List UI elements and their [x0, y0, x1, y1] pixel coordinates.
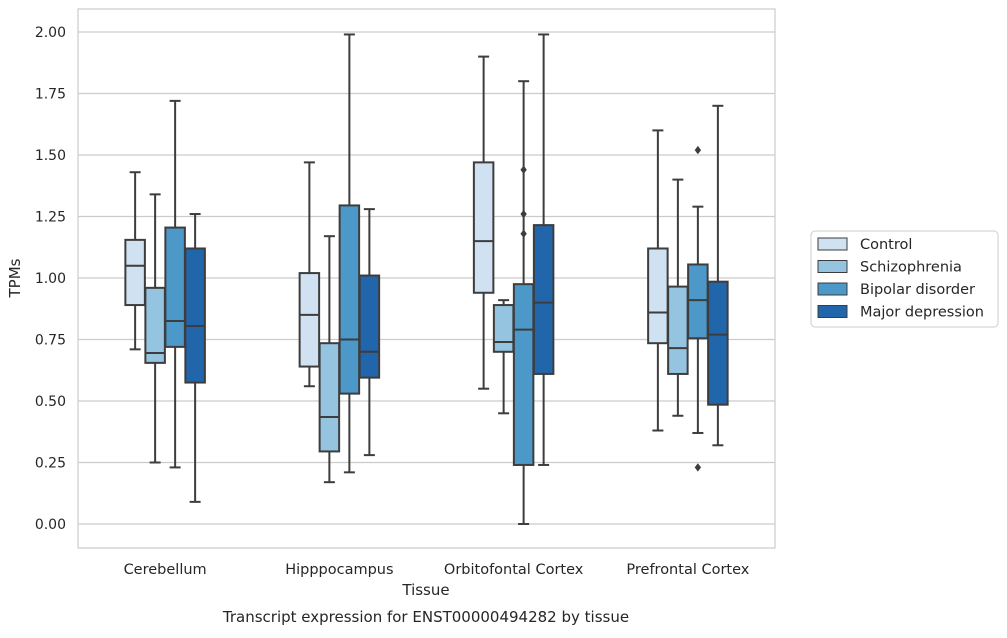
- outlier-point: [520, 165, 527, 174]
- box-schizophrenia: [667, 178, 689, 417]
- outlier-point: [520, 229, 527, 238]
- x-axis-ticks: Cerebellum Hipppocampus Orbitofontal Corte…: [124, 562, 750, 578]
- box-control: [647, 129, 669, 432]
- box-schizophrenia: [492, 299, 515, 415]
- y-tick-label: 2.00: [35, 25, 66, 41]
- box-body: [164, 226, 186, 348]
- y-tick-label: 0.25: [35, 456, 66, 472]
- box-body: [472, 161, 495, 294]
- outlier-point: [694, 463, 702, 472]
- legend-swatch: [817, 305, 848, 318]
- x-tick-label: Orbitofontal Cortex: [444, 562, 584, 578]
- y-tick-label: 1.00: [35, 271, 66, 287]
- legend-swatch: [817, 237, 848, 251]
- box-body: [687, 263, 709, 340]
- outlier-point: [694, 145, 702, 155]
- box-body: [358, 274, 381, 379]
- box-schizophrenia: [318, 235, 341, 484]
- box-body: [532, 224, 555, 375]
- y-axis-label: TPMs: [6, 258, 24, 298]
- legend-label: Schizophrenia: [860, 260, 962, 276]
- box-control: [298, 161, 321, 388]
- box-body: [492, 304, 515, 353]
- box-bipolar-disorder: [687, 145, 709, 472]
- boxes: [124, 33, 729, 525]
- legend: Control Schizophrenia Bipolar disorder Majo…: [810, 230, 999, 328]
- box-body: [338, 204, 361, 395]
- legend-frame: [810, 230, 999, 328]
- chart-caption: Transcript expression for ENST0000049428…: [222, 608, 629, 626]
- box-body: [512, 283, 535, 466]
- legend-label: Bipolar disorder: [860, 282, 975, 298]
- box-body: [144, 286, 166, 364]
- outlier-point: [520, 209, 527, 219]
- legend-swatch: [817, 282, 848, 296]
- box-bipolar-disorder: [164, 99, 186, 469]
- box-control: [472, 55, 495, 390]
- x-tick-label: Hipppocampus: [285, 562, 393, 578]
- y-tick-label: 0.50: [35, 394, 66, 410]
- box-major-depression: [707, 104, 729, 447]
- x-axis-label: Tissue: [401, 581, 449, 599]
- legend-swatch: [817, 260, 848, 273]
- box-major-depression: [532, 33, 555, 466]
- y-tick-label: 0.75: [35, 333, 66, 349]
- y-tick-label: 0.00: [35, 517, 66, 533]
- box-body: [184, 247, 206, 384]
- plot-frame: [77, 8, 776, 549]
- x-tick-label: Prefrontal Cortex: [626, 562, 749, 578]
- legend-label: Major depression: [860, 305, 984, 321]
- box-schizophrenia: [144, 193, 166, 464]
- box-bipolar-disorder: [512, 80, 535, 525]
- box-body: [298, 272, 321, 368]
- y-axis-ticks: 0.00 0.25 0.50 0.75 1.00 1.25 1.50 1.75 2.00: [35, 25, 66, 533]
- box-body: [667, 285, 689, 375]
- box-major-depression: [184, 213, 206, 503]
- box-body: [318, 342, 341, 453]
- box-major-depression: [358, 208, 381, 457]
- legend-label: Control: [860, 237, 912, 253]
- box-body: [707, 280, 729, 406]
- y-tick-label: 1.75: [35, 87, 66, 103]
- box-body: [647, 247, 669, 345]
- box-control: [124, 171, 146, 351]
- box-bipolar-disorder: [338, 33, 361, 474]
- y-tick-label: 1.50: [35, 148, 66, 164]
- y-tick-label: 1.25: [35, 210, 66, 226]
- x-tick-label: Cerebellum: [124, 562, 207, 578]
- box-body: [124, 238, 146, 307]
